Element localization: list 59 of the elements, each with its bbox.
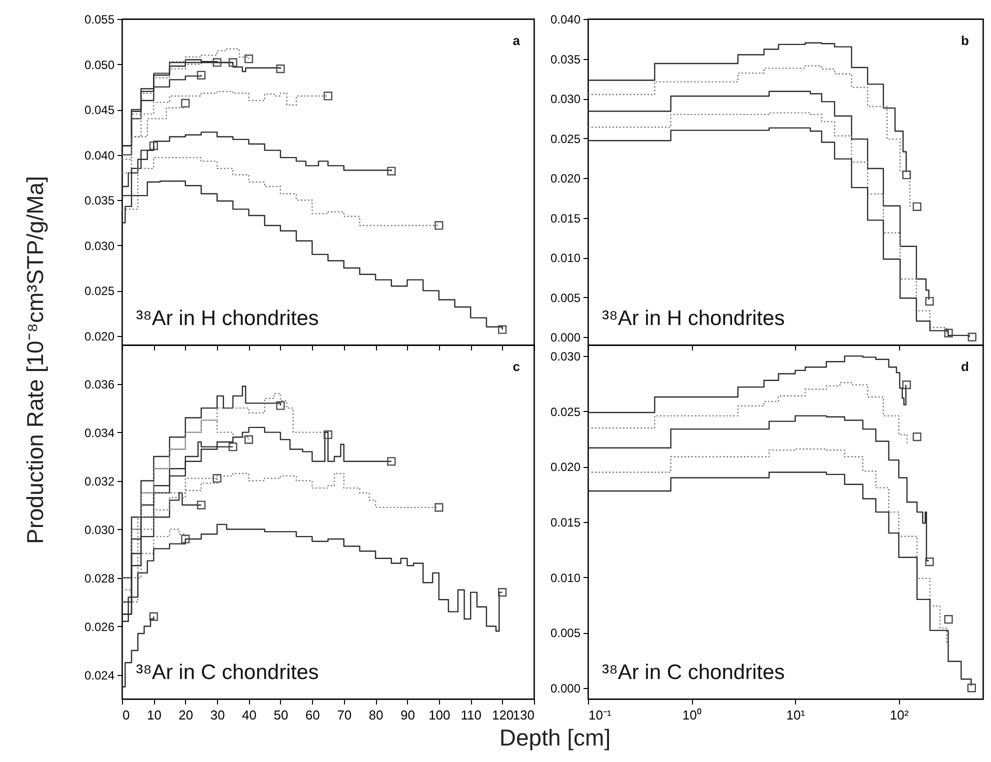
y-tick-label: 0.030 — [84, 522, 115, 537]
y-tick-label: 0.020 — [550, 172, 581, 186]
y-tick-label: 0.010 — [550, 251, 581, 266]
x-tick-label: 10⁻¹ — [588, 708, 612, 722]
y-tick-label: 0.032 — [84, 474, 115, 488]
annotation: ³⁸Ar in H chondrites — [136, 307, 319, 330]
y-tick-label: 0.030 — [550, 92, 581, 106]
annotation: d — [961, 359, 970, 374]
x-tick-label: 40 — [242, 708, 257, 722]
y-tick-label: 0.015 — [550, 516, 581, 530]
y-tick-label: 0.024 — [84, 668, 115, 682]
y-tick-label: 0.020 — [550, 460, 581, 474]
x-tick-label: 60 — [305, 708, 320, 722]
x-tick-label: 70 — [337, 708, 352, 722]
annotation: ³⁸Ar in H chondrites — [602, 307, 785, 330]
annotation: b — [961, 33, 970, 48]
x-tick-label: 10 — [146, 708, 162, 722]
y-axis-title: Production Rate [10⁻⁸cm³STP/g/Ma] — [21, 176, 49, 544]
y-tick-label: 0.025 — [550, 404, 581, 419]
x-tick-label: 0 — [122, 708, 130, 722]
x-tick-label: 90 — [400, 708, 415, 722]
y-tick-label: 0.028 — [84, 571, 115, 586]
y-tick-label: 0.000 — [550, 330, 581, 345]
y-tick-label: 0.005 — [550, 290, 581, 305]
y-tick-label: 0.020 — [84, 329, 115, 344]
y-tick-label: 0.040 — [550, 12, 581, 26]
x-tick-label: 10⁰ — [682, 708, 702, 722]
y-tick-label: 0.040 — [84, 148, 115, 162]
y-tick-label: 0.010 — [550, 570, 581, 585]
x-tick-label: 30 — [210, 708, 225, 722]
y-tick-label: 0.036 — [84, 377, 115, 392]
annotation: ³⁸Ar in C chondrites — [602, 661, 785, 684]
y-tick-label: 0.045 — [84, 103, 115, 118]
y-tick-label: 0.000 — [550, 681, 581, 696]
x-tick-label: 20 — [178, 708, 194, 722]
annotation: a — [512, 33, 521, 48]
x-tick-label: 100 — [428, 708, 450, 722]
x-tick-label: 110 — [460, 708, 482, 722]
x-tick-label: 50 — [274, 708, 288, 722]
y-tick-label: 0.035 — [84, 194, 115, 208]
annotation: c — [512, 359, 520, 374]
x-tick-label: 80 — [368, 708, 384, 722]
y-tick-label: 0.030 — [84, 238, 115, 253]
y-tick-label: 0.025 — [550, 132, 581, 146]
x-tick-label: 120 — [492, 708, 514, 722]
x-tick-label: 10² — [890, 708, 910, 722]
x-axis-title: Depth [cm] — [499, 724, 611, 752]
y-tick-label: 0.030 — [550, 350, 581, 364]
y-tick-label: 0.005 — [550, 626, 581, 640]
y-tick-label: 0.055 — [84, 12, 115, 26]
y-tick-label: 0.050 — [84, 58, 115, 72]
y-tick-label: 0.026 — [84, 620, 115, 634]
annotation: ³⁸Ar in C chondrites — [136, 661, 319, 684]
y-tick-label: 0.015 — [550, 211, 581, 226]
x-tick-label: 130 — [512, 708, 534, 722]
y-tick-label: 0.025 — [84, 284, 115, 298]
x-tick-label: 10¹ — [786, 708, 806, 722]
y-tick-label: 0.035 — [550, 52, 581, 66]
y-tick-label: 0.034 — [84, 426, 115, 440]
